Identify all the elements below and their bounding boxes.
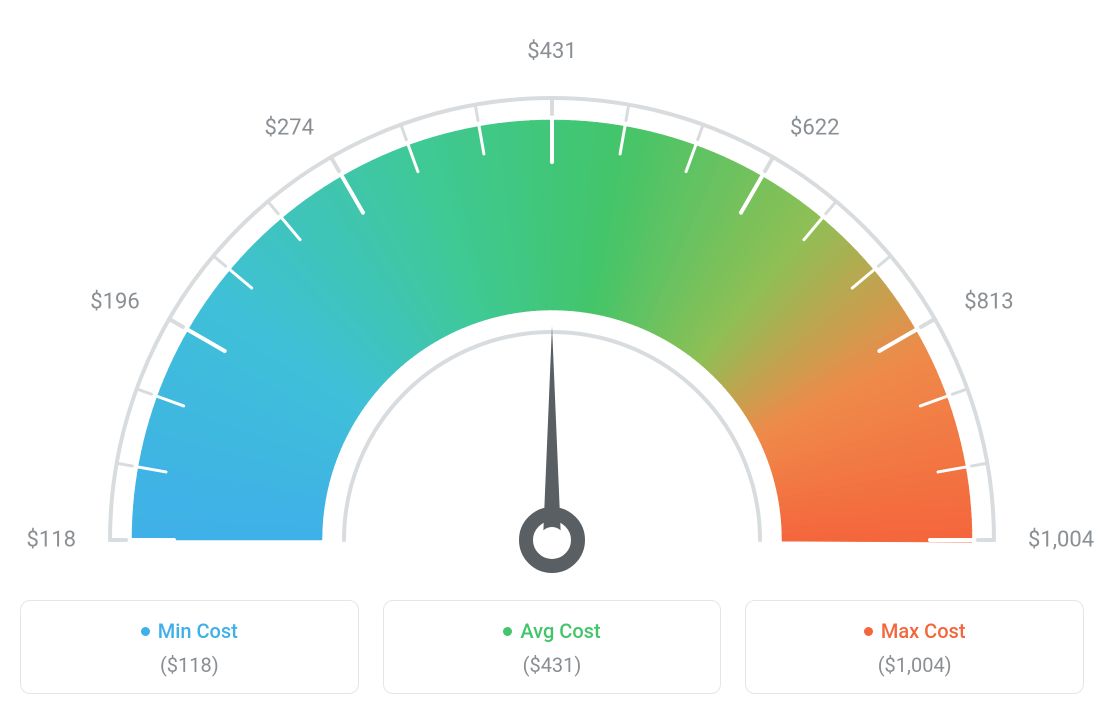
gauge-tick-label: $274 [265,115,314,140]
legend-card-max: Max Cost ($1,004) [745,600,1084,694]
legend-card-min: Min Cost ($118) [20,600,359,694]
gauge-tick-label: $1,004 [1028,528,1094,553]
gauge-tick-label: $622 [790,115,839,140]
legend-title-avg-text: Avg Cost [520,619,600,643]
legend-dot-avg [503,627,512,636]
legend-value-min: ($118) [31,653,348,677]
legend-title-min: Min Cost [141,619,238,643]
legend-dot-min [141,627,150,636]
legend-title-max: Max Cost [864,619,966,643]
legend-dot-max [864,627,873,636]
legend-value-avg: ($431) [394,653,711,677]
gauge-svg [20,20,1084,580]
legend-title-min-text: Min Cost [158,619,238,643]
legend-title-avg: Avg Cost [503,619,600,643]
gauge-area: $118$196$274$431$622$813$1,004 [20,20,1084,580]
legend-row: Min Cost ($118) Avg Cost ($431) Max Cost… [20,600,1084,694]
gauge-tick-label: $196 [90,290,139,315]
gauge-tick-label: $118 [27,528,76,553]
legend-title-max-text: Max Cost [881,619,966,643]
needle [526,326,578,566]
cost-gauge-widget: $118$196$274$431$622$813$1,004 Min Cost … [20,20,1084,694]
legend-card-avg: Avg Cost ($431) [383,600,722,694]
legend-value-max: ($1,004) [756,653,1073,677]
gauge-tick-label: $431 [527,39,576,64]
gauge-tick-label: $813 [964,290,1013,315]
